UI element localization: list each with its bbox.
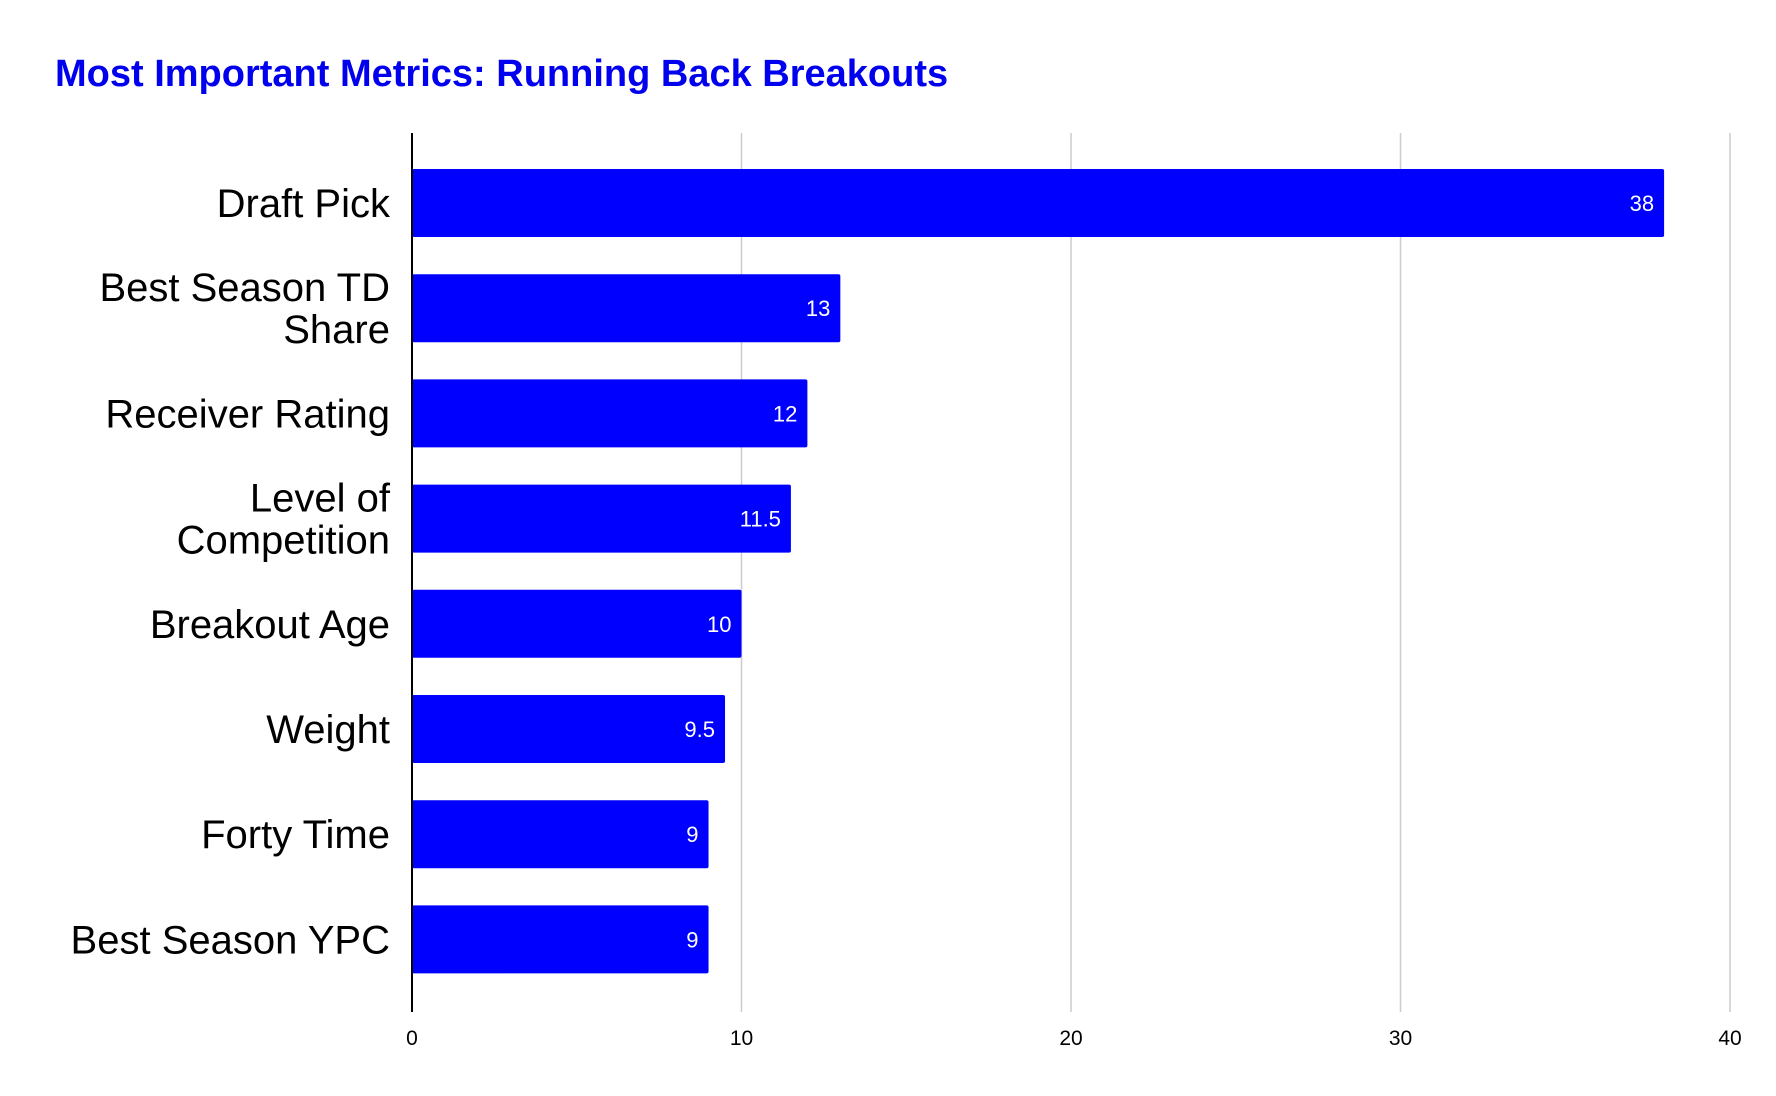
category-label-3: Receiver Rating bbox=[105, 392, 390, 436]
bars: 38 13 12 11.5 10 9.5 9 9 bbox=[412, 169, 1665, 974]
bar-5 bbox=[412, 589, 742, 658]
category-label-6: Weight bbox=[266, 708, 390, 752]
x-tick-label-10: 10 bbox=[730, 1027, 753, 1050]
gridlines bbox=[740, 133, 1731, 1012]
x-tick-labels: 0 10 20 30 40 bbox=[406, 1027, 1742, 1050]
bar-8 bbox=[412, 905, 709, 974]
data-label-2: 13 bbox=[806, 296, 830, 321]
bar-7 bbox=[412, 800, 709, 869]
category-labels: Draft Pick Best Season TD Share Receiver Ra… bbox=[71, 182, 391, 962]
data-label-8: 9 bbox=[686, 927, 698, 952]
data-label-7: 9 bbox=[686, 822, 698, 847]
bar-1 bbox=[412, 169, 1665, 237]
data-label-4: 11.5 bbox=[740, 507, 781, 532]
category-label-4: Level of Competition bbox=[177, 477, 391, 563]
category-label-1: Draft Pick bbox=[217, 182, 391, 226]
bar-3 bbox=[412, 379, 808, 448]
x-tick-label-40: 40 bbox=[1718, 1027, 1741, 1050]
data-label-6: 9.5 bbox=[684, 717, 715, 742]
category-label-8: Best Season YPC bbox=[71, 918, 390, 962]
category-label-7: Forty Time bbox=[201, 813, 390, 857]
data-label-3: 12 bbox=[773, 401, 797, 426]
x-tick-label-30: 30 bbox=[1389, 1027, 1412, 1050]
x-tick-label-0: 0 bbox=[406, 1027, 418, 1050]
bar-6 bbox=[412, 695, 726, 763]
x-tick-label-20: 20 bbox=[1059, 1027, 1082, 1050]
chart-title: Most Important Metrics: Running Back Bre… bbox=[55, 53, 948, 95]
bar-4 bbox=[412, 484, 791, 553]
bar-2 bbox=[412, 274, 841, 343]
category-label-2: Best Season TD Share bbox=[99, 266, 390, 352]
category-label-5: Breakout Age bbox=[150, 603, 390, 647]
data-label-1: 38 bbox=[1630, 191, 1654, 216]
data-label-5: 10 bbox=[707, 612, 731, 637]
